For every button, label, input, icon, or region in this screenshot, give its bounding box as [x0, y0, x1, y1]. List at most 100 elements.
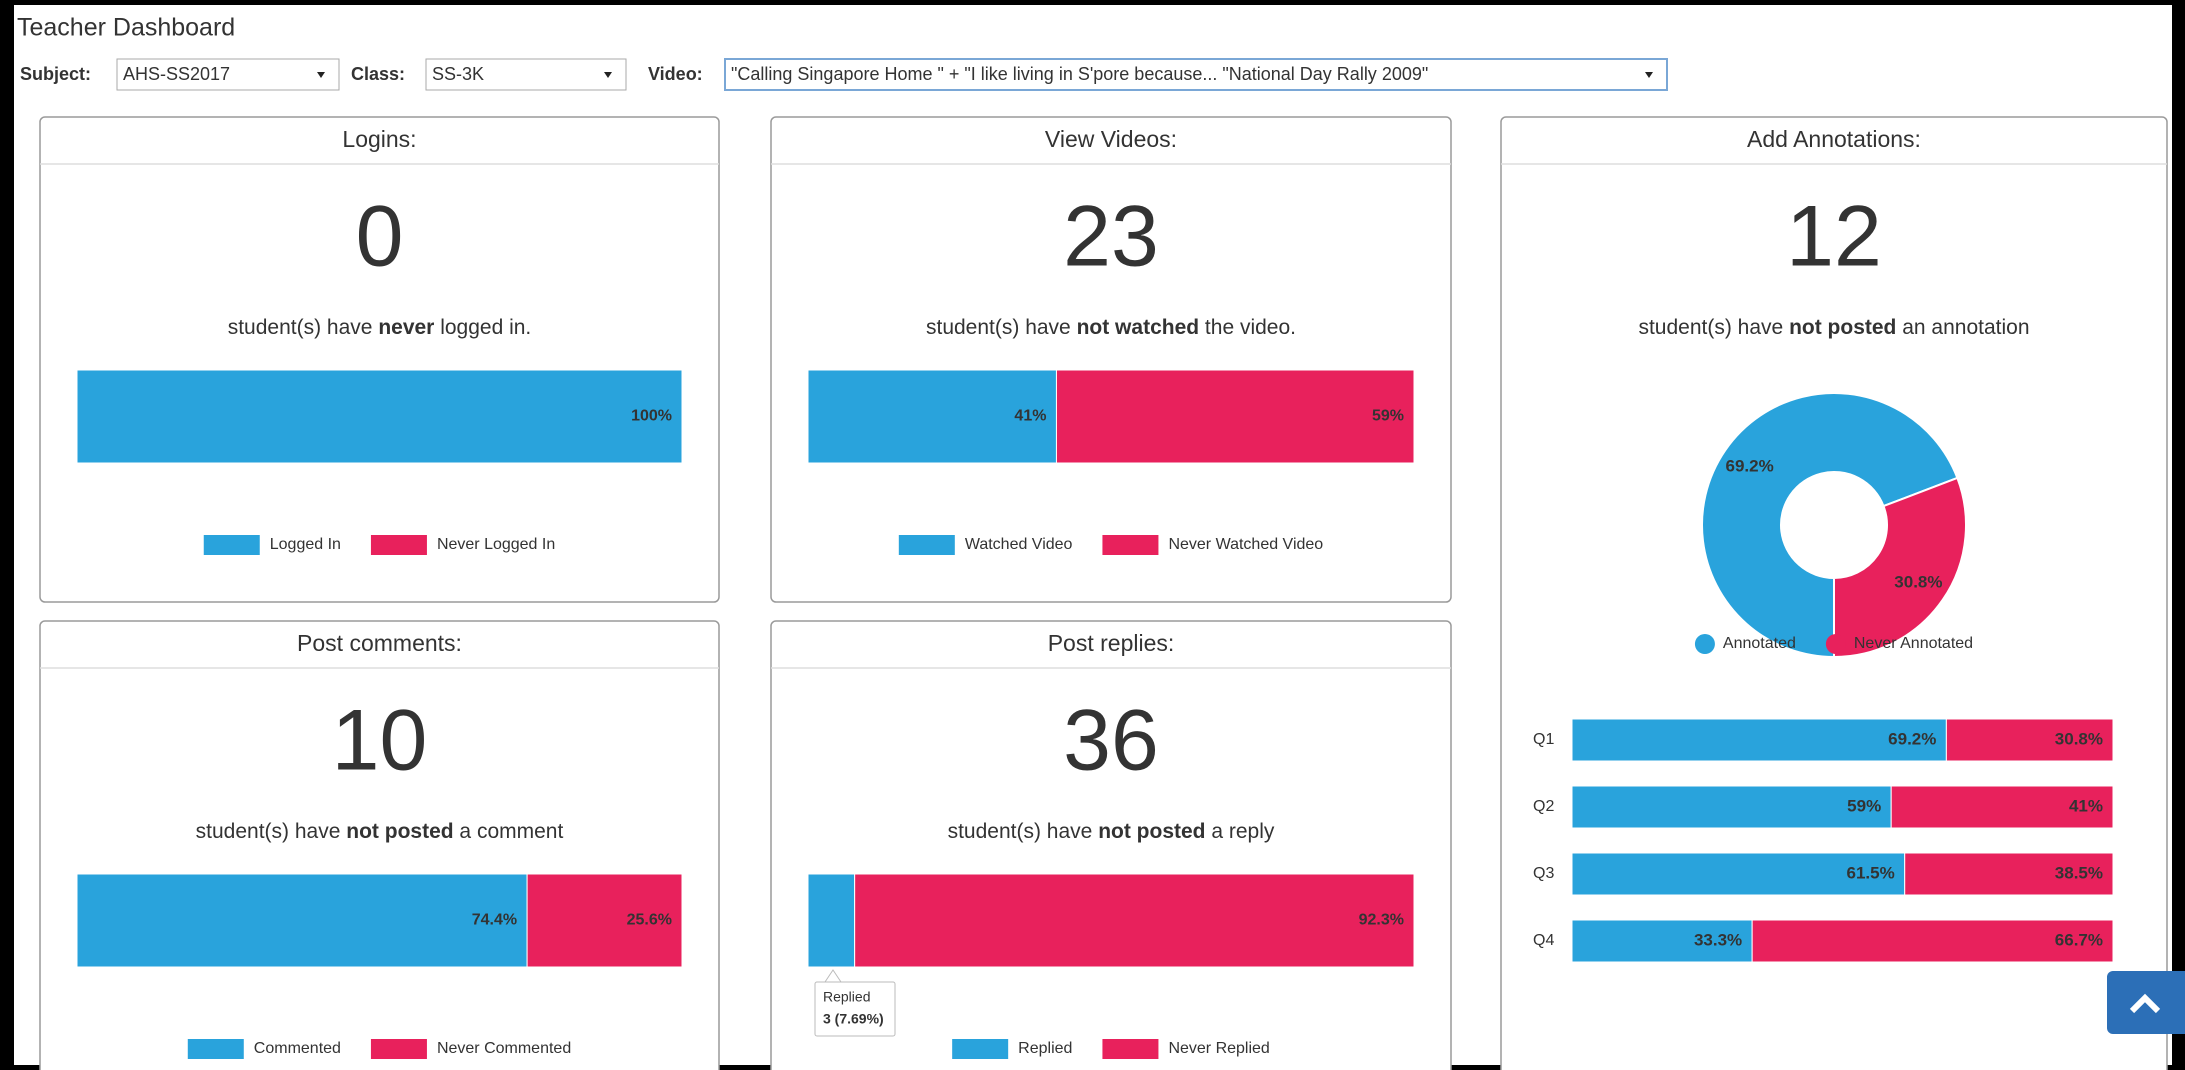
question-label: Q2	[1533, 798, 1554, 815]
legend: Watched Video Never Watched Video	[898, 535, 1323, 555]
scroll-top-button[interactable]	[2107, 971, 2185, 1034]
select-value: "Calling Singapore Home " + "I like livi…	[731, 64, 1428, 84]
bar-label: 100%	[631, 408, 672, 425]
bar-segment	[526, 873, 683, 968]
message-part: a reply	[1206, 820, 1275, 843]
panel	[39, 620, 720, 1070]
bar-segment	[1571, 785, 1892, 829]
message-part: student(s) have	[196, 820, 347, 843]
filter-select[interactable]: AHS-SS2017	[116, 58, 340, 91]
message-part: student(s) have	[1638, 316, 1789, 339]
bar-label: 61.5%	[1847, 863, 1895, 882]
panel-title: Post comments:	[297, 630, 462, 656]
message-part: a comment	[454, 820, 564, 843]
message-part: logged in.	[434, 316, 531, 339]
message-part: student(s) have	[228, 316, 379, 339]
panel-title: Logins:	[342, 126, 416, 152]
bar-segment	[1571, 852, 1906, 896]
filter-select[interactable]: SS-3K	[425, 58, 627, 91]
message-part: the video.	[1199, 316, 1296, 339]
select-box	[724, 58, 1668, 91]
tooltip-title: Replied	[823, 989, 870, 1005]
tooltip: Replied 3 (7.69%)	[814, 969, 896, 1037]
bar-label: 38.5%	[2055, 863, 2103, 882]
chevron-icon	[2129, 993, 2161, 1014]
message-part: student(s) have	[948, 820, 1099, 843]
legend-swatch	[898, 535, 955, 555]
panel	[39, 116, 720, 603]
message-part: student(s) have	[926, 316, 1077, 339]
select-value: AHS-SS2017	[123, 64, 230, 84]
legend: Annotated Never Annotated	[1694, 634, 1973, 654]
message-part: not posted	[346, 820, 453, 843]
filter-label: Class:	[351, 64, 405, 84]
legend-label: Never Replied	[1168, 1040, 1269, 1057]
bar-segment	[807, 873, 856, 968]
bar-label: 41%	[1014, 408, 1046, 425]
panel-count: 36	[1063, 693, 1159, 789]
bar-segment	[1751, 919, 2114, 963]
question-label: Q4	[1533, 932, 1554, 949]
panel-message: student(s) have not posted a comment	[196, 820, 564, 843]
donut-slice	[1701, 392, 1959, 659]
bar-segment	[1904, 852, 2114, 896]
panel-count: 0	[356, 189, 404, 285]
bar-segment	[854, 873, 1415, 968]
panel-title: Add Annotations:	[1747, 126, 1921, 152]
bar-label: 69.2%	[1888, 729, 1936, 748]
message-part: not watched	[1077, 316, 1200, 339]
panel-message: student(s) have not posted a reply	[948, 820, 1275, 843]
legend-label: Logged In	[270, 536, 341, 553]
filter-label: Subject:	[20, 64, 91, 84]
legend: Replied Never Replied	[952, 1039, 1270, 1059]
legend-swatch	[952, 1039, 1009, 1059]
bar-label: 33.3%	[1694, 930, 1742, 949]
legend-label: Never Watched Video	[1168, 536, 1323, 553]
panel-title: View Videos:	[1045, 126, 1177, 152]
donut-label: 69.2%	[1725, 456, 1773, 475]
panel-count: 12	[1786, 189, 1882, 285]
bar-segment	[1571, 919, 1753, 963]
bar-label: 30.8%	[2055, 729, 2103, 748]
legend-swatch	[370, 535, 427, 555]
tooltip-text: 3 (7.69%)	[823, 1011, 884, 1027]
bar-label: 92.3%	[1359, 912, 1404, 929]
legend-label: Never Annotated	[1854, 635, 1973, 652]
bar-label: 25.6%	[627, 912, 672, 929]
legend-label: Watched Video	[965, 536, 1073, 553]
legend-swatch	[1825, 634, 1846, 654]
panel-message: student(s) have not watched the video.	[926, 316, 1296, 339]
select-box	[116, 58, 340, 91]
message-part: never	[378, 316, 434, 339]
message-part: an annotation	[1896, 316, 2029, 339]
legend-label: Replied	[1018, 1040, 1072, 1057]
filter-label: Video:	[648, 64, 703, 84]
panel-title: Post replies:	[1048, 630, 1175, 656]
legend-swatch	[203, 535, 260, 555]
legend-label: Never Logged In	[437, 536, 555, 553]
tooltip-pointer	[824, 969, 842, 983]
legend-swatch	[370, 1039, 427, 1059]
panel-count: 10	[332, 693, 428, 789]
select-box	[425, 58, 627, 91]
legend-swatch	[1102, 535, 1159, 555]
bar-segment	[1055, 369, 1415, 464]
select-arrow	[1645, 72, 1653, 78]
tooltip-box	[814, 981, 896, 1037]
legend-swatch	[187, 1039, 244, 1059]
panel-message: student(s) have not posted an annotation	[1638, 316, 2029, 339]
bar-label: 59%	[1847, 796, 1881, 815]
bar-label: 41%	[2069, 796, 2103, 815]
message-part: not posted	[1098, 820, 1205, 843]
legend: Commented Never Commented	[187, 1039, 571, 1059]
legend-label: Never Commented	[437, 1040, 571, 1057]
panel-message: student(s) have never logged in.	[228, 316, 532, 339]
legend-label: Annotated	[1723, 635, 1796, 652]
donut-label: 30.8%	[1894, 573, 1942, 592]
filter-select[interactable]: "Calling Singapore Home " + "I like livi…	[724, 58, 1668, 91]
question-label: Q1	[1533, 731, 1554, 748]
bar-segment	[76, 873, 528, 968]
select-value: SS-3K	[432, 64, 484, 84]
